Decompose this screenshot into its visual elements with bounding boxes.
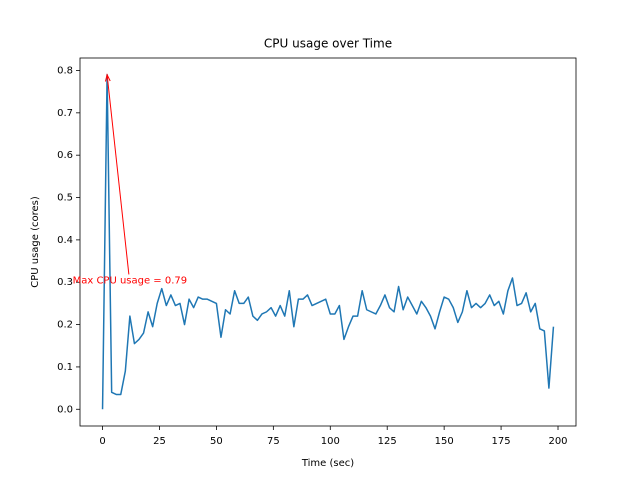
y-tick-label: 0.3 bbox=[57, 277, 73, 288]
x-tick-label: 150 bbox=[435, 436, 454, 447]
x-tick-label: 125 bbox=[378, 436, 397, 447]
plot-frame bbox=[79, 57, 577, 427]
y-tick-label: 0.2 bbox=[57, 320, 73, 331]
y-tick-label: 0.4 bbox=[57, 235, 73, 246]
y-tick-label: 0.8 bbox=[57, 65, 73, 76]
y-axis-label: CPU usage (cores) bbox=[30, 196, 41, 288]
x-tick-label: 25 bbox=[153, 436, 166, 447]
y-tick-label: 0.1 bbox=[57, 362, 73, 373]
x-tick-label: 50 bbox=[210, 436, 223, 447]
x-tick-label: 0 bbox=[99, 436, 105, 447]
y-tick-label: 0.7 bbox=[57, 108, 73, 119]
x-tick-label: 175 bbox=[492, 436, 511, 447]
data-line bbox=[101, 73, 555, 410]
y-tick-label: 0.6 bbox=[57, 150, 73, 161]
x-tick-label: 75 bbox=[267, 436, 280, 447]
annotation-arrow bbox=[106, 74, 130, 275]
x-tick-label: 100 bbox=[321, 436, 340, 447]
chart-title: CPU usage over Time bbox=[264, 37, 392, 51]
annotation-text: Max CPU usage = 0.79 bbox=[73, 275, 188, 286]
x-axis-label: Time (sec) bbox=[301, 458, 354, 469]
y-tick-label: 0.5 bbox=[57, 193, 73, 204]
x-tick-label: 200 bbox=[548, 436, 567, 447]
y-tick-label: 0.0 bbox=[57, 404, 73, 415]
arrow-head bbox=[104, 73, 111, 82]
